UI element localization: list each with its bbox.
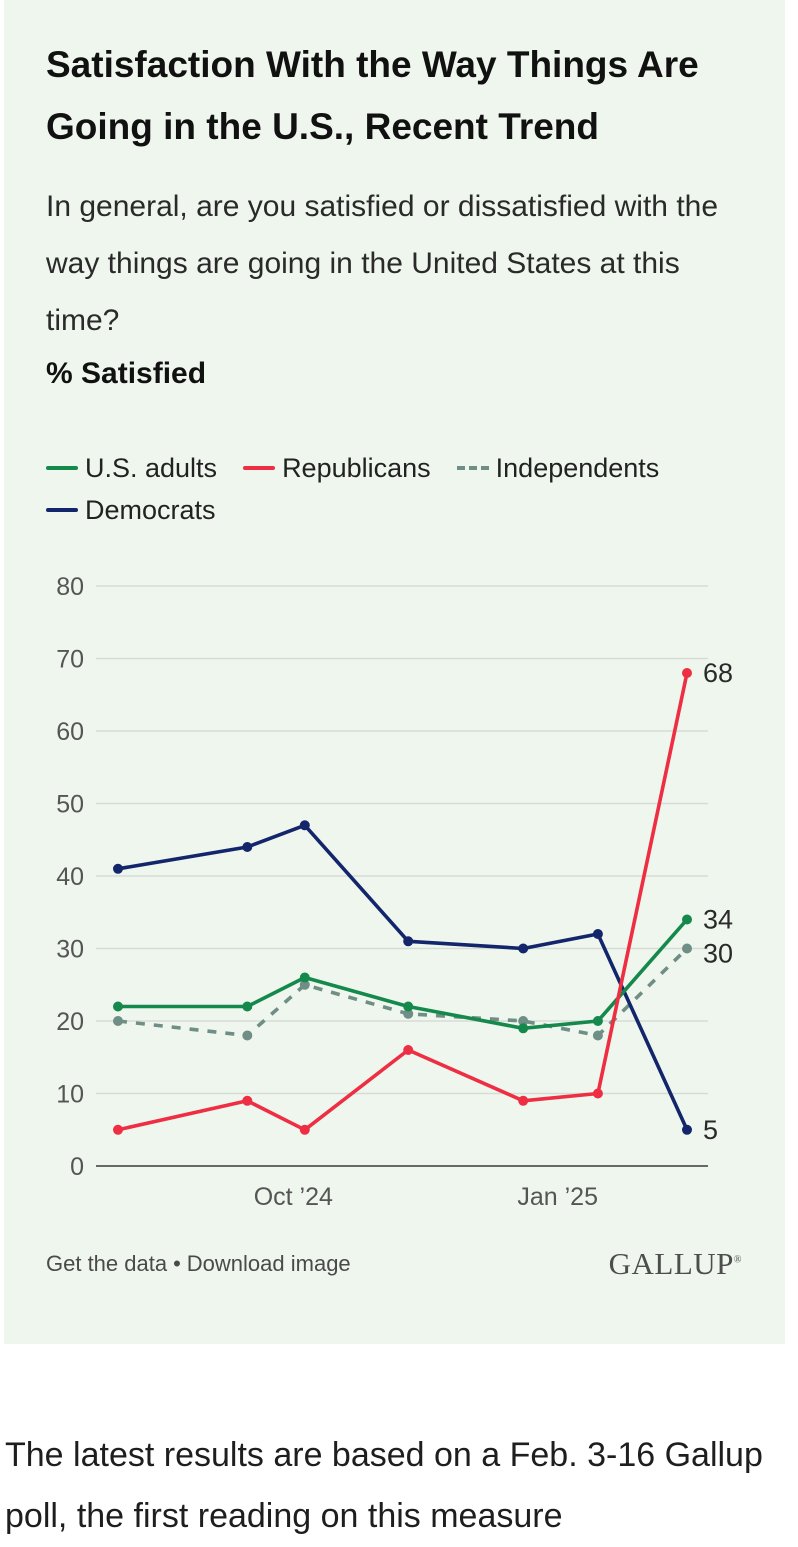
data-point-independents [518, 1016, 529, 1026]
legend-swatch [46, 508, 78, 512]
data-point-republicans [299, 1124, 310, 1135]
y-tick-label: 50 [56, 791, 84, 819]
legend-label: Republicans [282, 452, 431, 483]
legend-label: U.S. adults [85, 452, 218, 483]
data-point-democrats [113, 863, 123, 874]
legend-row: U.S. adults Republicans Independents [46, 448, 746, 488]
data-point-u-s-adults [299, 972, 310, 983]
brand-text: GALLUP [608, 1246, 734, 1281]
question-text: In general, are you satisfied or dissati… [46, 190, 719, 337]
data-point-independents [403, 1008, 414, 1019]
y-tick-label: 60 [56, 718, 84, 746]
y-tick-label: 10 [56, 1081, 84, 1109]
series-line-republicans [116, 671, 689, 1132]
chart-footer: Get the data • Download image [46, 1251, 746, 1277]
x-tick-label: Jan ’25 [517, 1183, 598, 1211]
data-point-independents [242, 1030, 253, 1041]
legend-swatch [456, 466, 489, 470]
data-point-u-s-adults [403, 1001, 414, 1012]
legend-label: Independents [495, 452, 660, 483]
legend-item-republicans: Republicans [243, 453, 431, 484]
get-data-link[interactable]: Get the data [46, 1251, 168, 1276]
gallup-logo: GALLUP® [609, 1246, 742, 1282]
legend-swatch [243, 466, 276, 470]
end-value-label: 34 [703, 905, 733, 935]
data-point-democrats [403, 936, 414, 947]
article-paragraph: The latest results are based on a Feb. 3… [5, 1436, 763, 1535]
end-value-label: 68 [703, 658, 733, 688]
data-point-republicans [113, 1124, 123, 1135]
legend-item-independents: Independents [456, 452, 660, 484]
legend-row: Democrats [46, 490, 746, 530]
data-point-republicans [242, 1095, 253, 1106]
data-point-u-s-adults [592, 1016, 603, 1026]
data-point-democrats [592, 929, 603, 939]
y-tick-label: 20 [56, 1008, 84, 1036]
y-tick-label: 70 [56, 646, 84, 674]
chart-title: Satisfaction With the Way Things Are Goi… [46, 44, 699, 147]
y-tick-label: 0 [70, 1153, 84, 1181]
data-point-u-s-adults [113, 1001, 123, 1012]
data-point-u-s-adults [242, 1001, 253, 1012]
y-tick-label: 80 [56, 573, 84, 601]
data-point-republicans [592, 1088, 603, 1099]
legend-swatch [46, 466, 78, 470]
data-point-republicans [518, 1095, 529, 1106]
data-point-u-s-adults [518, 1023, 529, 1034]
data-point-democrats [242, 842, 253, 852]
data-point-independents [682, 943, 692, 954]
y-tick-label: 40 [56, 863, 84, 891]
end-value-label: 5 [703, 1115, 718, 1145]
data-point-democrats [682, 1124, 692, 1135]
legend-label: Democrats [85, 494, 216, 525]
y-tick-label: 30 [56, 936, 84, 964]
data-point-independents [113, 1016, 123, 1026]
measure-label: % Satisfied [46, 357, 207, 390]
line-chart: 0 10 20 30 40 50 60 70 80 Oct ’24 Jan ’25 68 34 30 5 [56, 573, 733, 1211]
data-point-independents [299, 979, 310, 990]
data-point-democrats [299, 820, 310, 831]
data-point-u-s-adults [682, 914, 692, 925]
data-point-republicans [682, 668, 692, 678]
brand-mark: ® [733, 1254, 742, 1266]
end-value-label: 30 [703, 939, 733, 969]
data-point-independents [592, 1030, 603, 1041]
data-point-republicans [403, 1045, 414, 1055]
x-tick-label: Oct ’24 [254, 1183, 333, 1211]
legend: U.S. adults Republicans Independents Dem… [46, 448, 746, 532]
legend-item-democrats: Democrats [46, 495, 216, 526]
footer-separator: • [173, 1251, 181, 1276]
data-point-democrats [518, 943, 529, 954]
download-image-link[interactable]: Download image [186, 1251, 351, 1276]
legend-item-us-adults: U.S. adults [46, 453, 217, 484]
chart-card [4, 0, 785, 1344]
